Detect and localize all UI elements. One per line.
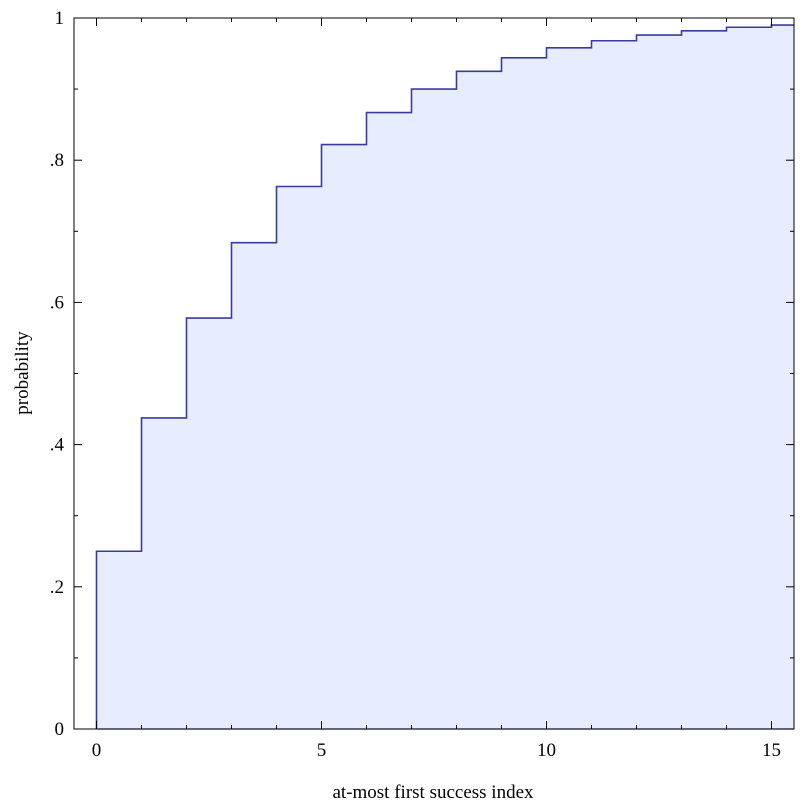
x-tick-label: 10 — [537, 740, 556, 761]
y-tick-label: .4 — [50, 435, 65, 456]
cdf-step-line — [95, 24, 794, 729]
y-axis-label: probability — [12, 331, 33, 415]
x-tick-label: 0 — [92, 740, 102, 761]
y-tick-label: .8 — [50, 150, 64, 171]
x-tick-label: 15 — [762, 740, 781, 761]
y-tick-label: .2 — [50, 577, 64, 598]
x-tick-label: 5 — [317, 740, 327, 761]
y-tick-label: .6 — [50, 292, 64, 313]
y-tick-label: 1 — [55, 8, 65, 29]
tick-labels: 0 5 10 15 0 .2 .4 .6 .8 1 — [50, 8, 781, 761]
y-tick-label: 0 — [55, 719, 65, 740]
x-axis-label: at-most first success index — [332, 782, 534, 803]
cdf-area — [96, 25, 794, 730]
axes — [73, 17, 795, 730]
plot-area — [95, 24, 794, 730]
